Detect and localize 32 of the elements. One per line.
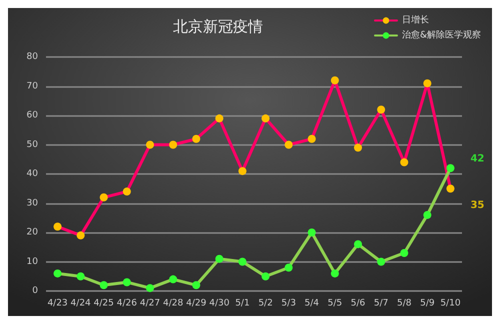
x-tick-label: 4/28 (163, 298, 184, 308)
legend-label: 日增长 (402, 14, 429, 26)
y-tick-label: 30 (26, 198, 38, 208)
annotation: 42 (470, 154, 484, 165)
y-tick-label: 0 (32, 286, 38, 296)
y-tick-label: 20 (26, 228, 38, 238)
x-tick-label: 5/3 (281, 298, 296, 308)
y-tick-label: 40 (26, 169, 38, 179)
legend-label: 治愈&解除医学观察 (402, 30, 482, 40)
y-tick-label: 70 (26, 81, 38, 92)
x-tick-label: 4/25 (94, 298, 114, 308)
x-tick-label: 5/6 (350, 298, 366, 308)
x-tick-label: 5/8 (396, 298, 412, 308)
x-tick-label: 4/26 (116, 298, 138, 308)
x-tick-label: 5/4 (304, 298, 320, 308)
x-tick-label: 5/7 (374, 298, 388, 308)
annotation: 35 (470, 200, 484, 212)
y-tick-label: 10 (26, 256, 38, 267)
x-tick-label: 5/5 (328, 298, 342, 308)
y-tick-label: 80 (26, 52, 38, 62)
x-tick-label: 4/30 (209, 298, 230, 308)
x-tick-label: 5/10 (440, 298, 461, 308)
y-tick-label: 60 (26, 110, 38, 120)
x-tick-label: 4/23 (47, 298, 68, 308)
x-tick-label: 4/29 (186, 298, 207, 308)
x-tick-label: 5/9 (420, 298, 435, 308)
x-tick-label: 4/27 (140, 298, 160, 308)
x-tick-label: 4/24 (70, 298, 92, 308)
chart-title: 北京新冠疫情 (173, 18, 263, 36)
y-tick-label: 50 (26, 140, 38, 150)
x-tick-label: 5/1 (235, 298, 250, 308)
x-tick-label: 5/2 (258, 298, 273, 308)
